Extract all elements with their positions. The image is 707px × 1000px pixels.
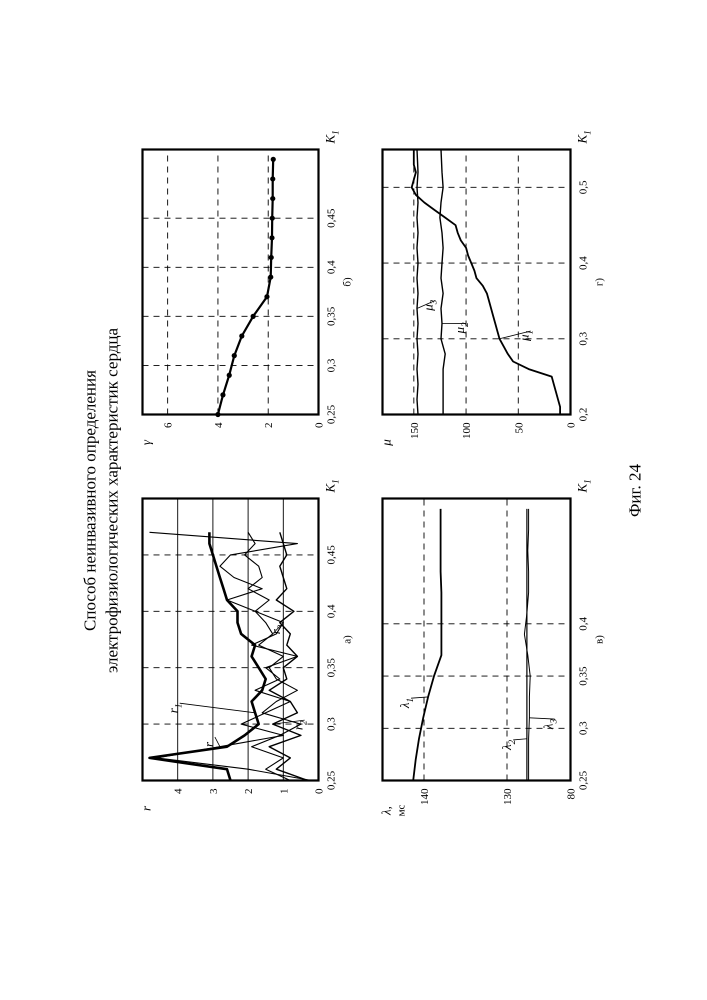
y-tick-label: 130 — [502, 788, 514, 805]
series-label-λ3: λ3 — [540, 718, 558, 730]
panel-caption: г) — [593, 277, 605, 286]
y-tick-label: 0 — [313, 422, 325, 428]
data-point — [270, 156, 275, 161]
series-label-μ3: μ3 — [420, 299, 438, 312]
y-tick-label: 80 — [565, 788, 577, 800]
data-point — [270, 176, 275, 181]
plot-frame — [142, 498, 318, 780]
x-axis-label: K1 — [574, 130, 592, 144]
y-axis-label: γ — [138, 439, 153, 445]
chart-panel-a: 0,250,30,350,40,4501234K1rа)r1r2r3r — [138, 479, 353, 811]
y-axis-label: μ — [378, 438, 393, 446]
series-line-μ1 — [411, 149, 559, 414]
x-tick-label: 0,2 — [577, 407, 589, 421]
x-tick-label: 0,3 — [577, 331, 589, 345]
y-tick-label: 1 — [278, 788, 290, 794]
x-tick-label: 0,35 — [325, 306, 337, 326]
x-axis-label: K1 — [322, 130, 340, 144]
y-tick-label: 6 — [162, 422, 174, 428]
x-tick-label: 0,25 — [325, 770, 337, 790]
x-tick-label: 0,35 — [325, 657, 337, 677]
x-tick-label: 0,4 — [325, 259, 337, 273]
x-tick-label: 0,35 — [577, 665, 589, 685]
panel-caption: в) — [593, 634, 605, 643]
y-tick-label: 4 — [212, 422, 224, 428]
x-tick-label: 0,25 — [577, 770, 589, 790]
x-tick-label: 0,4 — [577, 255, 589, 269]
x-tick-label: 0,45 — [325, 208, 337, 228]
panel-caption: а) — [341, 634, 353, 643]
title-line-1: Способ неинвазивного определения — [80, 369, 99, 630]
title-line-2: электрофизиологических характеристик сер… — [102, 327, 121, 672]
x-tick-label: 0,25 — [325, 404, 337, 424]
y-axis-label: λ, — [378, 806, 393, 816]
y-tick-label: 100 — [461, 422, 473, 439]
series-label-r1: r1 — [165, 703, 183, 713]
chart-panel-b: 0,25 0,3 0,35 0,4 0,45 0 2 4 6 K1 γ б) — [138, 130, 353, 445]
series-line-r2 — [269, 532, 308, 780]
series-label-λ1: λ1 — [397, 698, 415, 709]
series-line-r — [149, 532, 311, 780]
data-point — [269, 235, 274, 240]
y-tick-label: 2 — [263, 422, 275, 428]
x-tick-label: 0,3 — [325, 358, 337, 372]
x-axis-label: K1 — [574, 479, 592, 493]
series-line-λ1 — [413, 508, 441, 780]
x-tick-label: 0,45 — [325, 544, 337, 564]
series-label-μ1: μ1 — [516, 329, 534, 341]
chart-panel-g: 0,20,30,40,5050100150K1μг)μ1μ2μ3 — [378, 130, 605, 446]
x-axis-label: K1 — [322, 479, 340, 493]
y-tick-label: 4 — [172, 788, 184, 794]
series-label-r: r — [200, 741, 215, 747]
figure-caption: Фиг. 24 — [625, 463, 644, 517]
series-line-μ3 — [417, 149, 418, 414]
x-tick-label: 0,4 — [325, 603, 337, 617]
series-label-λ2: λ2 — [499, 739, 517, 751]
y-tick-label: 150 — [408, 422, 420, 439]
data-point — [270, 195, 275, 200]
y-axis-unit: мс — [395, 804, 407, 816]
plot-frame — [382, 498, 570, 780]
series-line-μ2 — [439, 149, 444, 414]
panel-caption: б) — [341, 277, 353, 287]
y-tick-label: 50 — [513, 422, 525, 434]
x-tick-label: 0,4 — [577, 616, 589, 630]
y-tick-label: 0 — [313, 788, 325, 794]
series-label-r3: r3 — [267, 624, 285, 634]
data-point — [269, 215, 274, 220]
data-point — [268, 254, 273, 259]
chart-panel-v: 0,25 0,3 0,35 0,4 80 130 140 K1 λ,мс в) λ1 λ2 λ3 — [378, 479, 605, 816]
series-line-γ — [217, 159, 272, 414]
y-tick-label: 140 — [419, 788, 431, 805]
y-axis-label: r — [138, 805, 153, 811]
x-tick-label: 0,5 — [577, 179, 589, 193]
y-tick-label: 2 — [243, 788, 255, 794]
x-tick-label: 0,3 — [577, 720, 589, 734]
series-label-leader — [179, 703, 254, 713]
y-tick-label: 0 — [565, 422, 577, 428]
x-tick-label: 0,3 — [325, 716, 337, 730]
y-tick-label: 3 — [207, 788, 219, 794]
